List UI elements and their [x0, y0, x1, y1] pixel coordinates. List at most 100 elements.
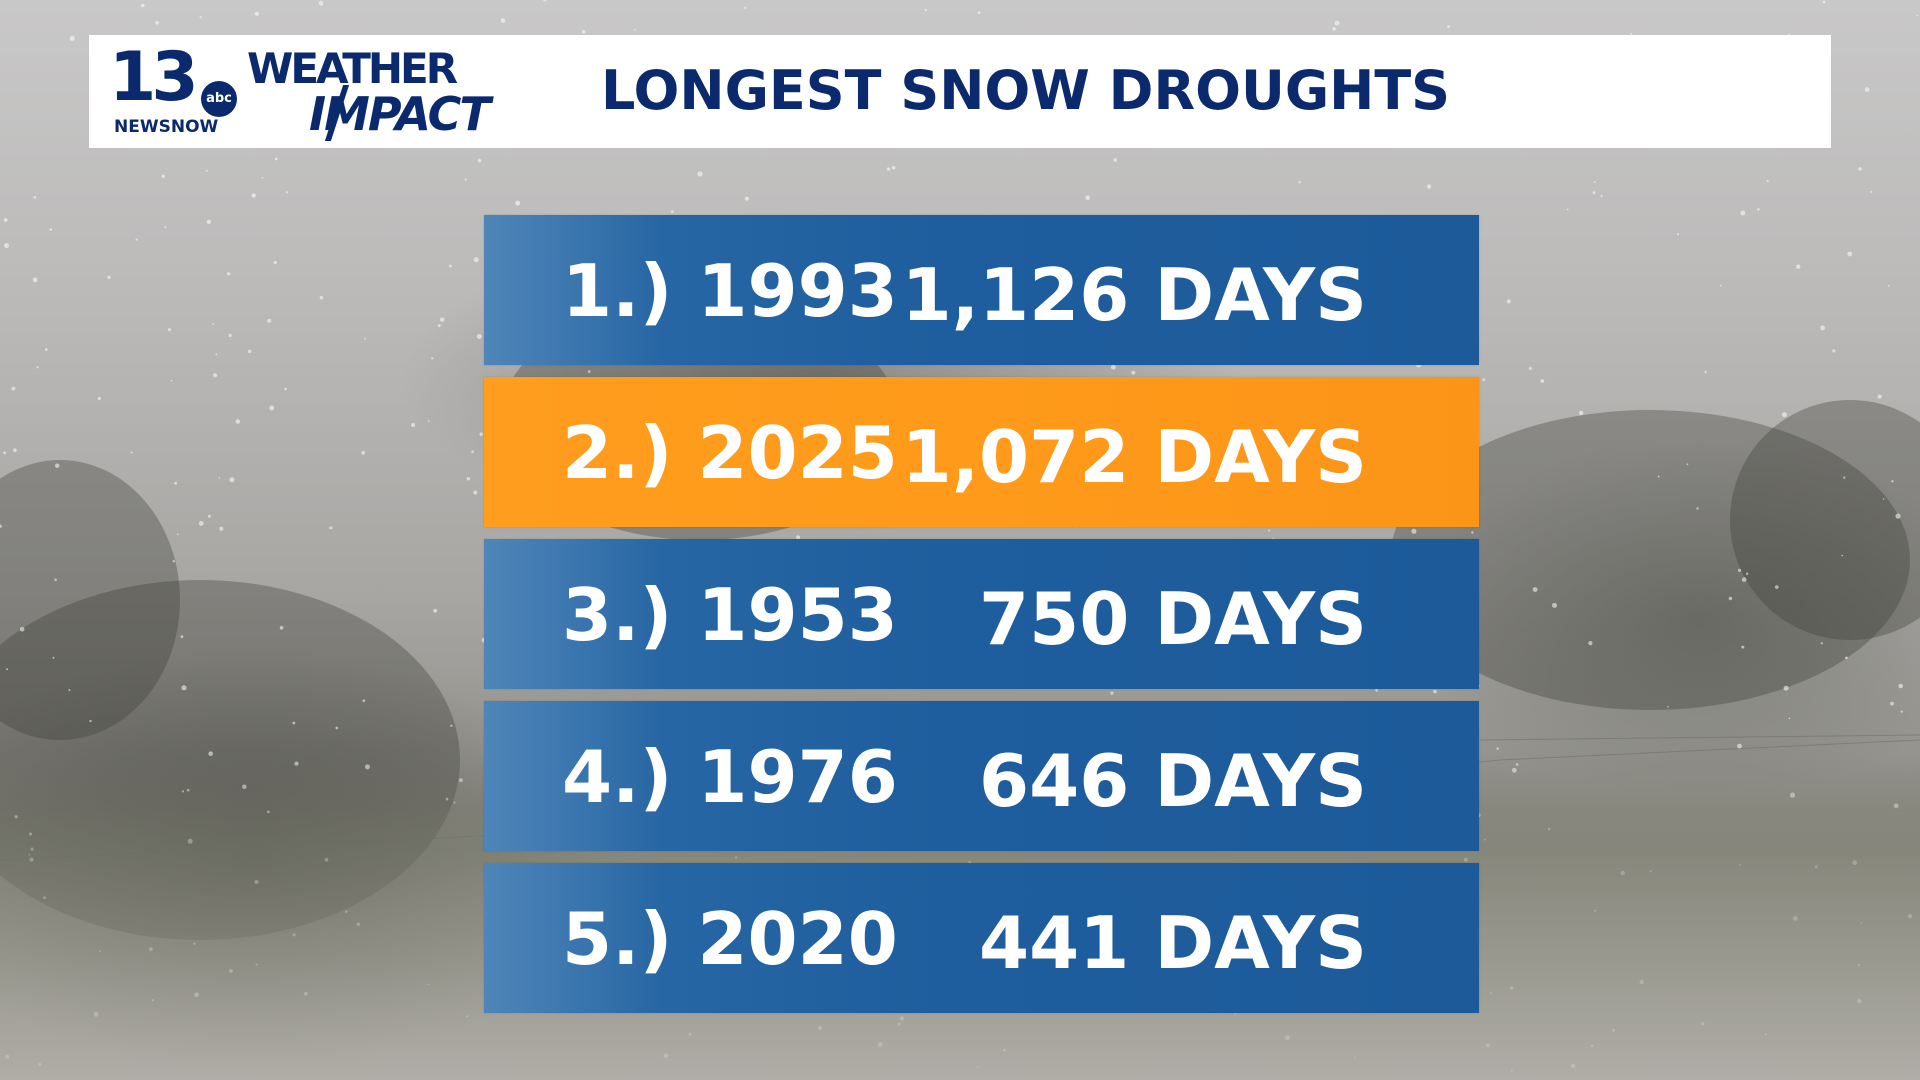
- snowflake: [174, 481, 178, 485]
- snowflake: [11, 386, 16, 391]
- snowflake: [229, 477, 235, 483]
- snowflake: [13, 448, 17, 453]
- snowflake: [1890, 701, 1894, 706]
- snowflake: [1898, 683, 1903, 689]
- snowflake: [213, 373, 218, 378]
- ranking-row-1: 1.) 1993 1,126 DAYS: [484, 215, 1479, 365]
- logo-weather-text: WEATHER: [247, 44, 458, 93]
- snowflake: [285, 191, 288, 194]
- header-bar: 13 abc NEWSNOW WEATHER IMPACT LONGEST SN…: [89, 35, 1831, 148]
- snowflake: [1592, 191, 1596, 195]
- snowflake: [181, 685, 187, 691]
- snowflake: [329, 526, 333, 530]
- drought-days: 1,126 DAYS: [901, 253, 1367, 337]
- snowflake: [500, 18, 506, 23]
- snowflake: [744, 6, 747, 9]
- snowflake: [1332, 27, 1336, 31]
- snowflake: [1737, 743, 1742, 749]
- snowflake: [254, 11, 259, 16]
- drought-days: 750 DAYS: [979, 577, 1367, 661]
- rank-year: 4.) 1976: [562, 735, 898, 819]
- logo-number: 13: [109, 38, 199, 117]
- snowflake: [155, 20, 159, 25]
- snowflake: [1566, 208, 1569, 211]
- snowflake: [1783, 685, 1789, 691]
- snowflake: [477, 159, 482, 163]
- snowflake: [247, 349, 252, 354]
- snowflake: [1578, 410, 1584, 416]
- snowflake: [3, 218, 8, 222]
- snowflake: [49, 228, 53, 231]
- snowflake: [581, 30, 586, 34]
- snowflake: [473, 257, 479, 263]
- snowflake: [170, 379, 173, 382]
- snowflake: [1745, 572, 1749, 575]
- snowflake: [1532, 587, 1538, 592]
- snowflake: [32, 277, 38, 283]
- snowflake: [279, 626, 284, 630]
- snowflake: [33, 196, 37, 199]
- snowflake: [437, 324, 441, 328]
- snowflake: [130, 451, 133, 454]
- drought-days: 646 DAYS: [979, 739, 1367, 823]
- snowflake: [431, 357, 434, 360]
- snowflake: [235, 419, 241, 424]
- snowflake: [471, 450, 474, 454]
- ranking-row-2-highlighted: 2.) 2025 1,072 DAYS: [484, 377, 1479, 527]
- snowflake: [1775, 585, 1779, 589]
- snowflake: [1552, 602, 1557, 608]
- snowflake: [448, 264, 452, 268]
- snowflake: [218, 476, 221, 479]
- snowflake: [924, 9, 927, 12]
- snowflake: [205, 169, 208, 172]
- snowflake: [891, 165, 896, 170]
- snowflake: [3, 451, 6, 455]
- snowflake: [1667, 706, 1669, 708]
- snowflake: [1740, 210, 1746, 216]
- snowflake: [1882, 498, 1885, 500]
- snowflake: [1820, 325, 1825, 331]
- snowflake: [464, 178, 467, 181]
- snowflake: [476, 334, 482, 339]
- snowflake: [141, 3, 145, 8]
- snowflake: [251, 193, 256, 198]
- snowflake: [199, 16, 202, 19]
- snowflake: [433, 608, 438, 613]
- snowflake: [1845, 656, 1848, 660]
- snowflake: [1847, 251, 1853, 257]
- snowflake: [363, 337, 366, 340]
- snowflake: [219, 526, 224, 531]
- snowflake: [107, 275, 111, 279]
- snowflake: [89, 719, 92, 723]
- snowflake: [450, 724, 453, 727]
- ranking-row-4: 4.) 1976 646 DAYS: [484, 701, 1479, 851]
- snowflake: [1686, 463, 1689, 466]
- snowflake: [1766, 180, 1769, 183]
- rank-year: 1.) 1993: [562, 249, 898, 333]
- snowflake: [1841, 554, 1844, 557]
- snowflake: [1858, 167, 1862, 171]
- snowflake: [744, 196, 749, 201]
- snowflake: [68, 689, 71, 692]
- snowflake: [52, 656, 55, 659]
- snowflake: [479, 432, 483, 436]
- snowflake: [1528, 367, 1532, 370]
- snowflake: [1738, 568, 1742, 573]
- snowflake: [267, 318, 272, 323]
- snowflake: [1588, 641, 1593, 646]
- snowflake: [362, 699, 366, 702]
- snowflake: [473, 490, 478, 495]
- snowflake: [1593, 181, 1596, 184]
- snowflake: [515, 200, 521, 206]
- graphic-title: LONGEST SNOW DROUGHTS: [601, 59, 1451, 122]
- snowflake: [1796, 264, 1801, 269]
- snowflake: [411, 423, 416, 427]
- snowflake: [1877, 394, 1882, 399]
- snowflake: [55, 463, 60, 468]
- snowflake: [1113, 158, 1118, 162]
- snowflake: [633, 28, 636, 31]
- snowflake: [228, 333, 232, 338]
- snowflake: [1677, 233, 1680, 236]
- station-logo: 13 abc NEWSNOW WEATHER IMPACT: [109, 43, 539, 143]
